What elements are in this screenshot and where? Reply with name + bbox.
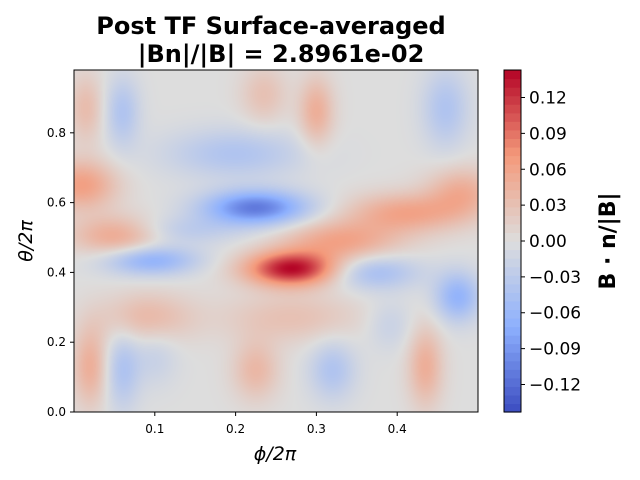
colorbar-band: [504, 283, 521, 293]
colorbar-band: [504, 300, 521, 310]
x-tick-label: 0.3: [307, 422, 326, 436]
colorbar-band: [504, 249, 521, 259]
colorbar-band: [504, 172, 521, 182]
colorbar-band: [504, 104, 521, 114]
x-tick-label: 0.2: [226, 422, 245, 436]
colorbar-tick-label: 0.12: [529, 89, 567, 109]
colorbar-band: [504, 326, 521, 336]
colorbar-band: [504, 292, 521, 302]
x-tick-label: 0.4: [388, 422, 407, 436]
colorbar-tick-label: −0.09: [529, 340, 581, 360]
colorbar-band: [504, 258, 521, 268]
colorbar-band: [504, 95, 521, 105]
y-axis-label: θ/2π: [15, 220, 37, 262]
chart-title-line2: |Bn|/|B| = 2.8961e-02: [138, 40, 425, 68]
heatmap: [74, 70, 478, 412]
colorbar-tick-label: −0.03: [529, 268, 581, 288]
colorbar-band: [504, 206, 521, 216]
colorbar-band: [504, 275, 521, 285]
colorbar: 0.12 0.09 0.06 0.03 0.00 −0.03 −0.06 −0.09 −0.12: [503, 69, 581, 413]
colorbar-band: [504, 309, 521, 319]
colorbar-band: [504, 155, 521, 165]
colorbar-gradient: [504, 70, 521, 413]
colorbar-band: [504, 317, 521, 328]
y-tick-label: 0.2: [47, 335, 66, 349]
colorbar-band: [504, 369, 521, 379]
colorbar-band: [504, 129, 521, 139]
colorbar-tick-label: −0.12: [529, 375, 581, 395]
colorbar-tick-label: 0.00: [529, 232, 567, 252]
colorbar-band: [504, 164, 521, 174]
colorbar-band: [504, 403, 521, 413]
y-tick-label: 0.8: [47, 126, 66, 140]
colorbar-band: [504, 360, 521, 370]
colorbar-band: [504, 335, 521, 345]
colorbar-band: [504, 138, 521, 148]
x-axis: 0.1 0.2 0.3 0.4: [145, 412, 407, 436]
colorbar-band: [504, 266, 521, 276]
colorbar-band: [504, 223, 521, 234]
x-axis-label: ϕ/2π: [254, 443, 297, 465]
colorbar-band: [504, 386, 521, 396]
colorbar-band: [504, 215, 521, 225]
colorbar-tick-label: 0.06: [529, 160, 567, 180]
colorbar-band: [504, 377, 521, 387]
colorbar-band: [504, 146, 521, 157]
colorbar-band: [504, 394, 521, 405]
colorbar-band: [504, 121, 521, 131]
colorbar-band: [504, 78, 521, 88]
chart-title-line1: Post TF Surface-averaged: [96, 12, 445, 40]
colorbar-band: [504, 232, 521, 242]
y-tick-label: 0.6: [47, 196, 66, 210]
colorbar-band: [504, 352, 521, 362]
colorbar-band: [504, 87, 521, 97]
x-tick-label: 0.1: [145, 422, 164, 436]
colorbar-band: [504, 189, 521, 199]
y-tick-label: 0.0: [47, 405, 66, 419]
colorbar-band: [504, 343, 521, 353]
colorbar-band: [504, 112, 521, 122]
colorbar-label: B · n/|B|: [596, 193, 621, 290]
colorbar-tick-label: 0.03: [529, 196, 567, 216]
colorbar-band: [504, 70, 521, 80]
plot-frame: [73, 69, 479, 413]
colorbar-band: [504, 198, 521, 208]
y-axis: 0.0 0.2 0.4 0.6 0.8: [47, 126, 74, 419]
plot-area: [73, 69, 479, 413]
colorbar-band: [504, 241, 521, 251]
colorbar-band: [504, 181, 521, 191]
colorbar-ticks: 0.12 0.09 0.06 0.03 0.00 −0.03 −0.06 −0.09 −0.12: [521, 89, 581, 395]
colorbar-tick-label: 0.09: [529, 124, 567, 144]
y-tick-label: 0.4: [47, 265, 66, 279]
colorbar-tick-label: −0.06: [529, 304, 581, 324]
